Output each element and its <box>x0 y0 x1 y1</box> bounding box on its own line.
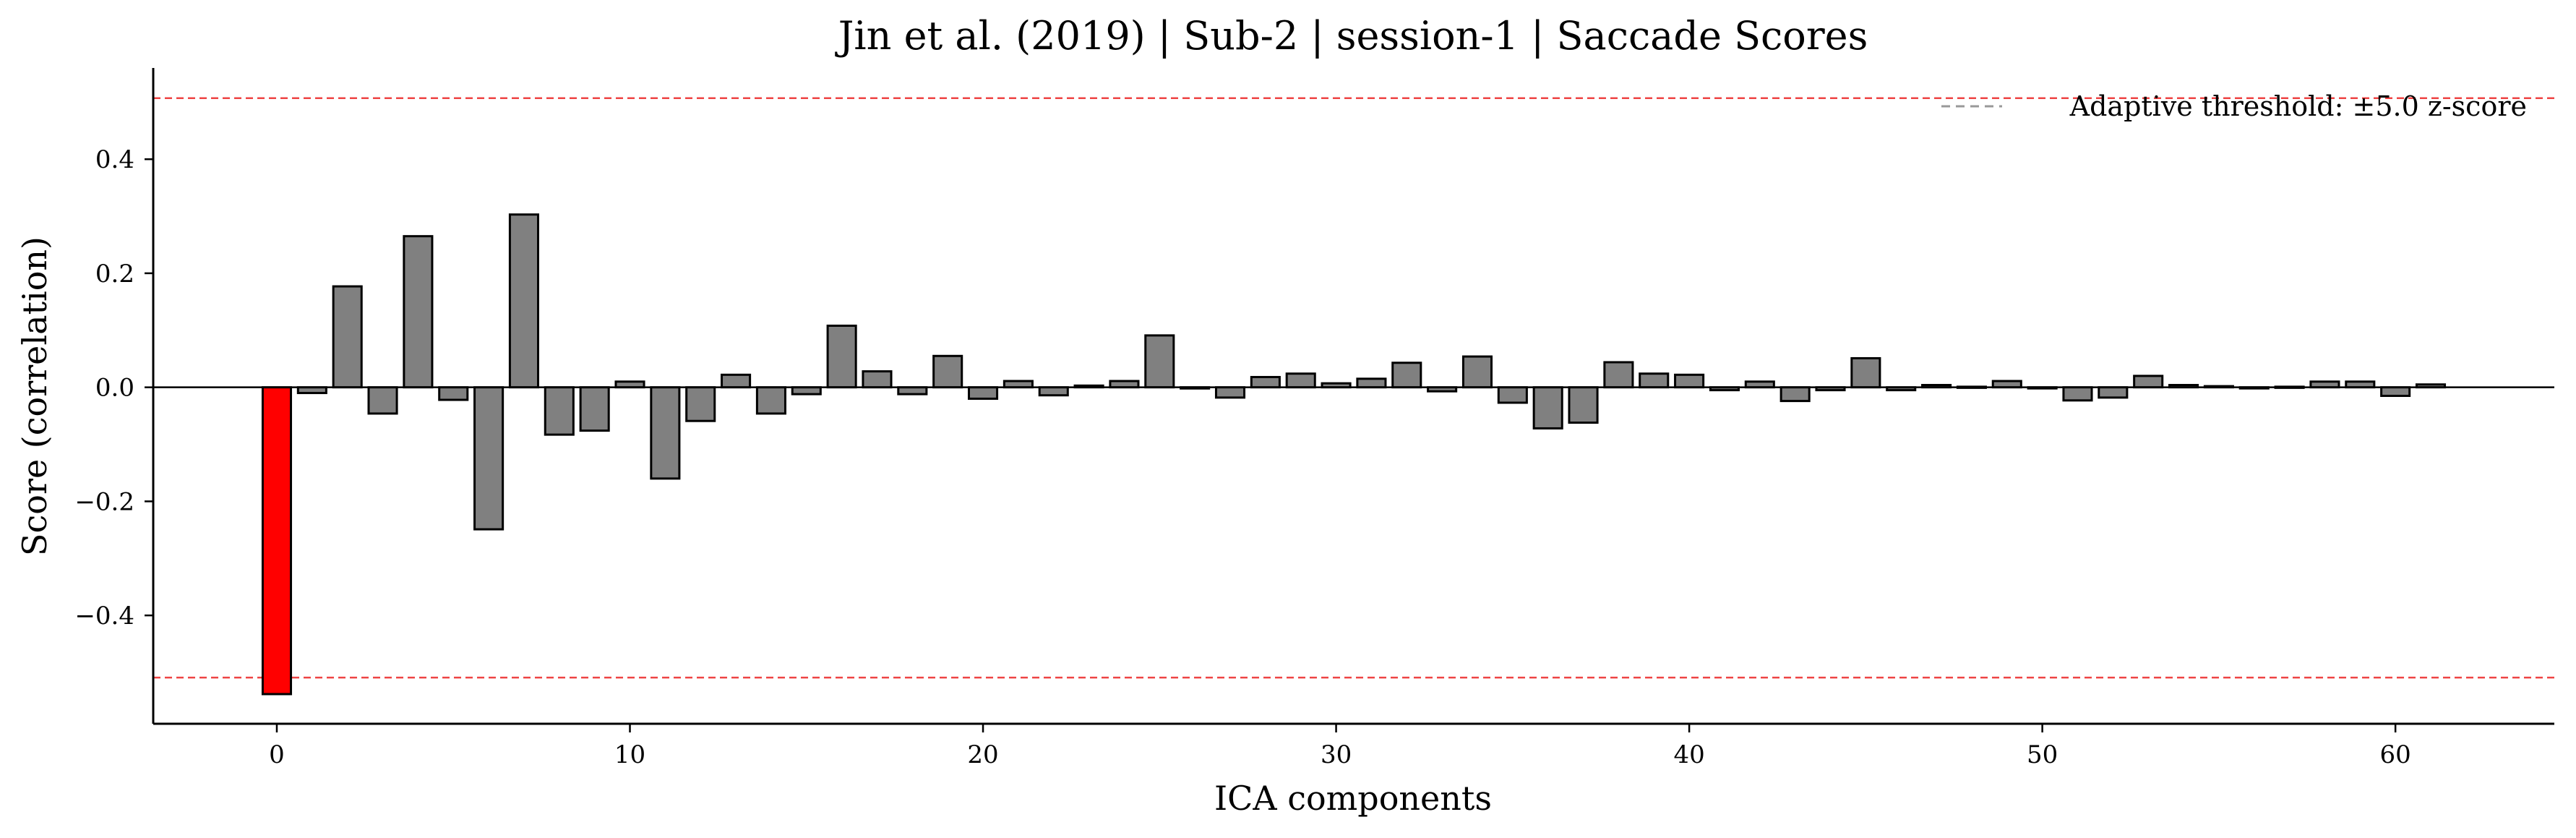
bar-component-39 <box>1639 372 1670 389</box>
bar-component-31 <box>1356 377 1387 389</box>
x-axis-label: ICA components <box>1214 779 1492 818</box>
bar-component-11 <box>650 386 681 480</box>
x-tick-label: 10 <box>614 740 645 769</box>
bar-component-9 <box>579 386 610 432</box>
bar-component-53 <box>2133 375 2164 389</box>
y-ticks: −0.4 −0.2 0.0 0.2 0.4 <box>74 145 153 630</box>
bar-component-51 <box>2062 386 2093 402</box>
x-tick-label: 40 <box>1673 740 1704 769</box>
bar-component-27 <box>1214 386 1246 399</box>
bar-component-12 <box>685 386 716 422</box>
threshold-lines <box>153 97 2554 679</box>
bar-component-18 <box>897 386 928 396</box>
axes <box>152 68 2554 725</box>
legend: Adaptive threshold: ±5.0 z-score <box>1941 90 2527 122</box>
y-axis-label: Score (correlation) <box>15 236 54 556</box>
bar-component-43 <box>1779 386 1811 403</box>
bar-component-2 <box>332 285 363 389</box>
x-ticks: 0 10 20 30 40 50 60 <box>269 724 2411 769</box>
y-tick-label: −0.2 <box>74 487 134 516</box>
y-tick-label: 0.4 <box>95 145 134 174</box>
y-tick-label: 0.2 <box>95 260 134 288</box>
bar-component-45 <box>1850 356 1881 389</box>
bar-component-16 <box>826 324 857 389</box>
bars <box>261 213 2447 696</box>
x-tick-label: 60 <box>2380 740 2411 769</box>
bar-component-20 <box>968 386 999 400</box>
bar-component-32 <box>1391 362 1422 389</box>
bar-component-15 <box>791 386 822 396</box>
bar-component-21 <box>1003 380 1034 389</box>
bar-component-24 <box>1109 380 1140 389</box>
bar-component-17 <box>862 370 893 389</box>
bar-component-22 <box>1038 386 1069 397</box>
bar-component-52 <box>2098 386 2129 399</box>
bar-component-4 <box>403 235 434 389</box>
bar-component-19 <box>932 354 963 389</box>
bar-component-14 <box>755 386 786 415</box>
bar-component-7 <box>508 213 539 389</box>
bar-component-13 <box>721 373 752 389</box>
chart-title: Jin et al. (2019) | Sub-2 | session-1 | … <box>835 13 1868 59</box>
bar-component-28 <box>1250 375 1281 389</box>
bar-component-6 <box>473 386 505 531</box>
bar-component-40 <box>1674 373 1705 389</box>
legend-label: Adaptive threshold: ±5.0 z-score <box>2069 90 2527 122</box>
bar-component-34 <box>1461 355 1493 389</box>
bar-component-49 <box>1991 380 2022 389</box>
x-tick-label: 20 <box>967 740 998 769</box>
y-tick-label: −0.4 <box>74 602 134 630</box>
x-tick-label: 50 <box>2027 740 2058 769</box>
bar-component-5 <box>438 386 469 401</box>
bar-component-25 <box>1144 334 1175 389</box>
bar-component-3 <box>367 386 398 415</box>
x-tick-label: 0 <box>269 740 285 769</box>
x-tick-label: 30 <box>1321 740 1352 769</box>
bar-component-38 <box>1603 361 1634 389</box>
bar-component-35 <box>1497 386 1528 404</box>
bar-component-37 <box>1568 386 1599 424</box>
bar-component-36 <box>1532 386 1563 429</box>
bar-component-60 <box>2380 386 2411 397</box>
bar-component-8 <box>544 386 575 436</box>
y-tick-label: 0.0 <box>95 374 134 403</box>
bar-component-29 <box>1285 372 1316 389</box>
bar-component-0 <box>261 386 293 696</box>
